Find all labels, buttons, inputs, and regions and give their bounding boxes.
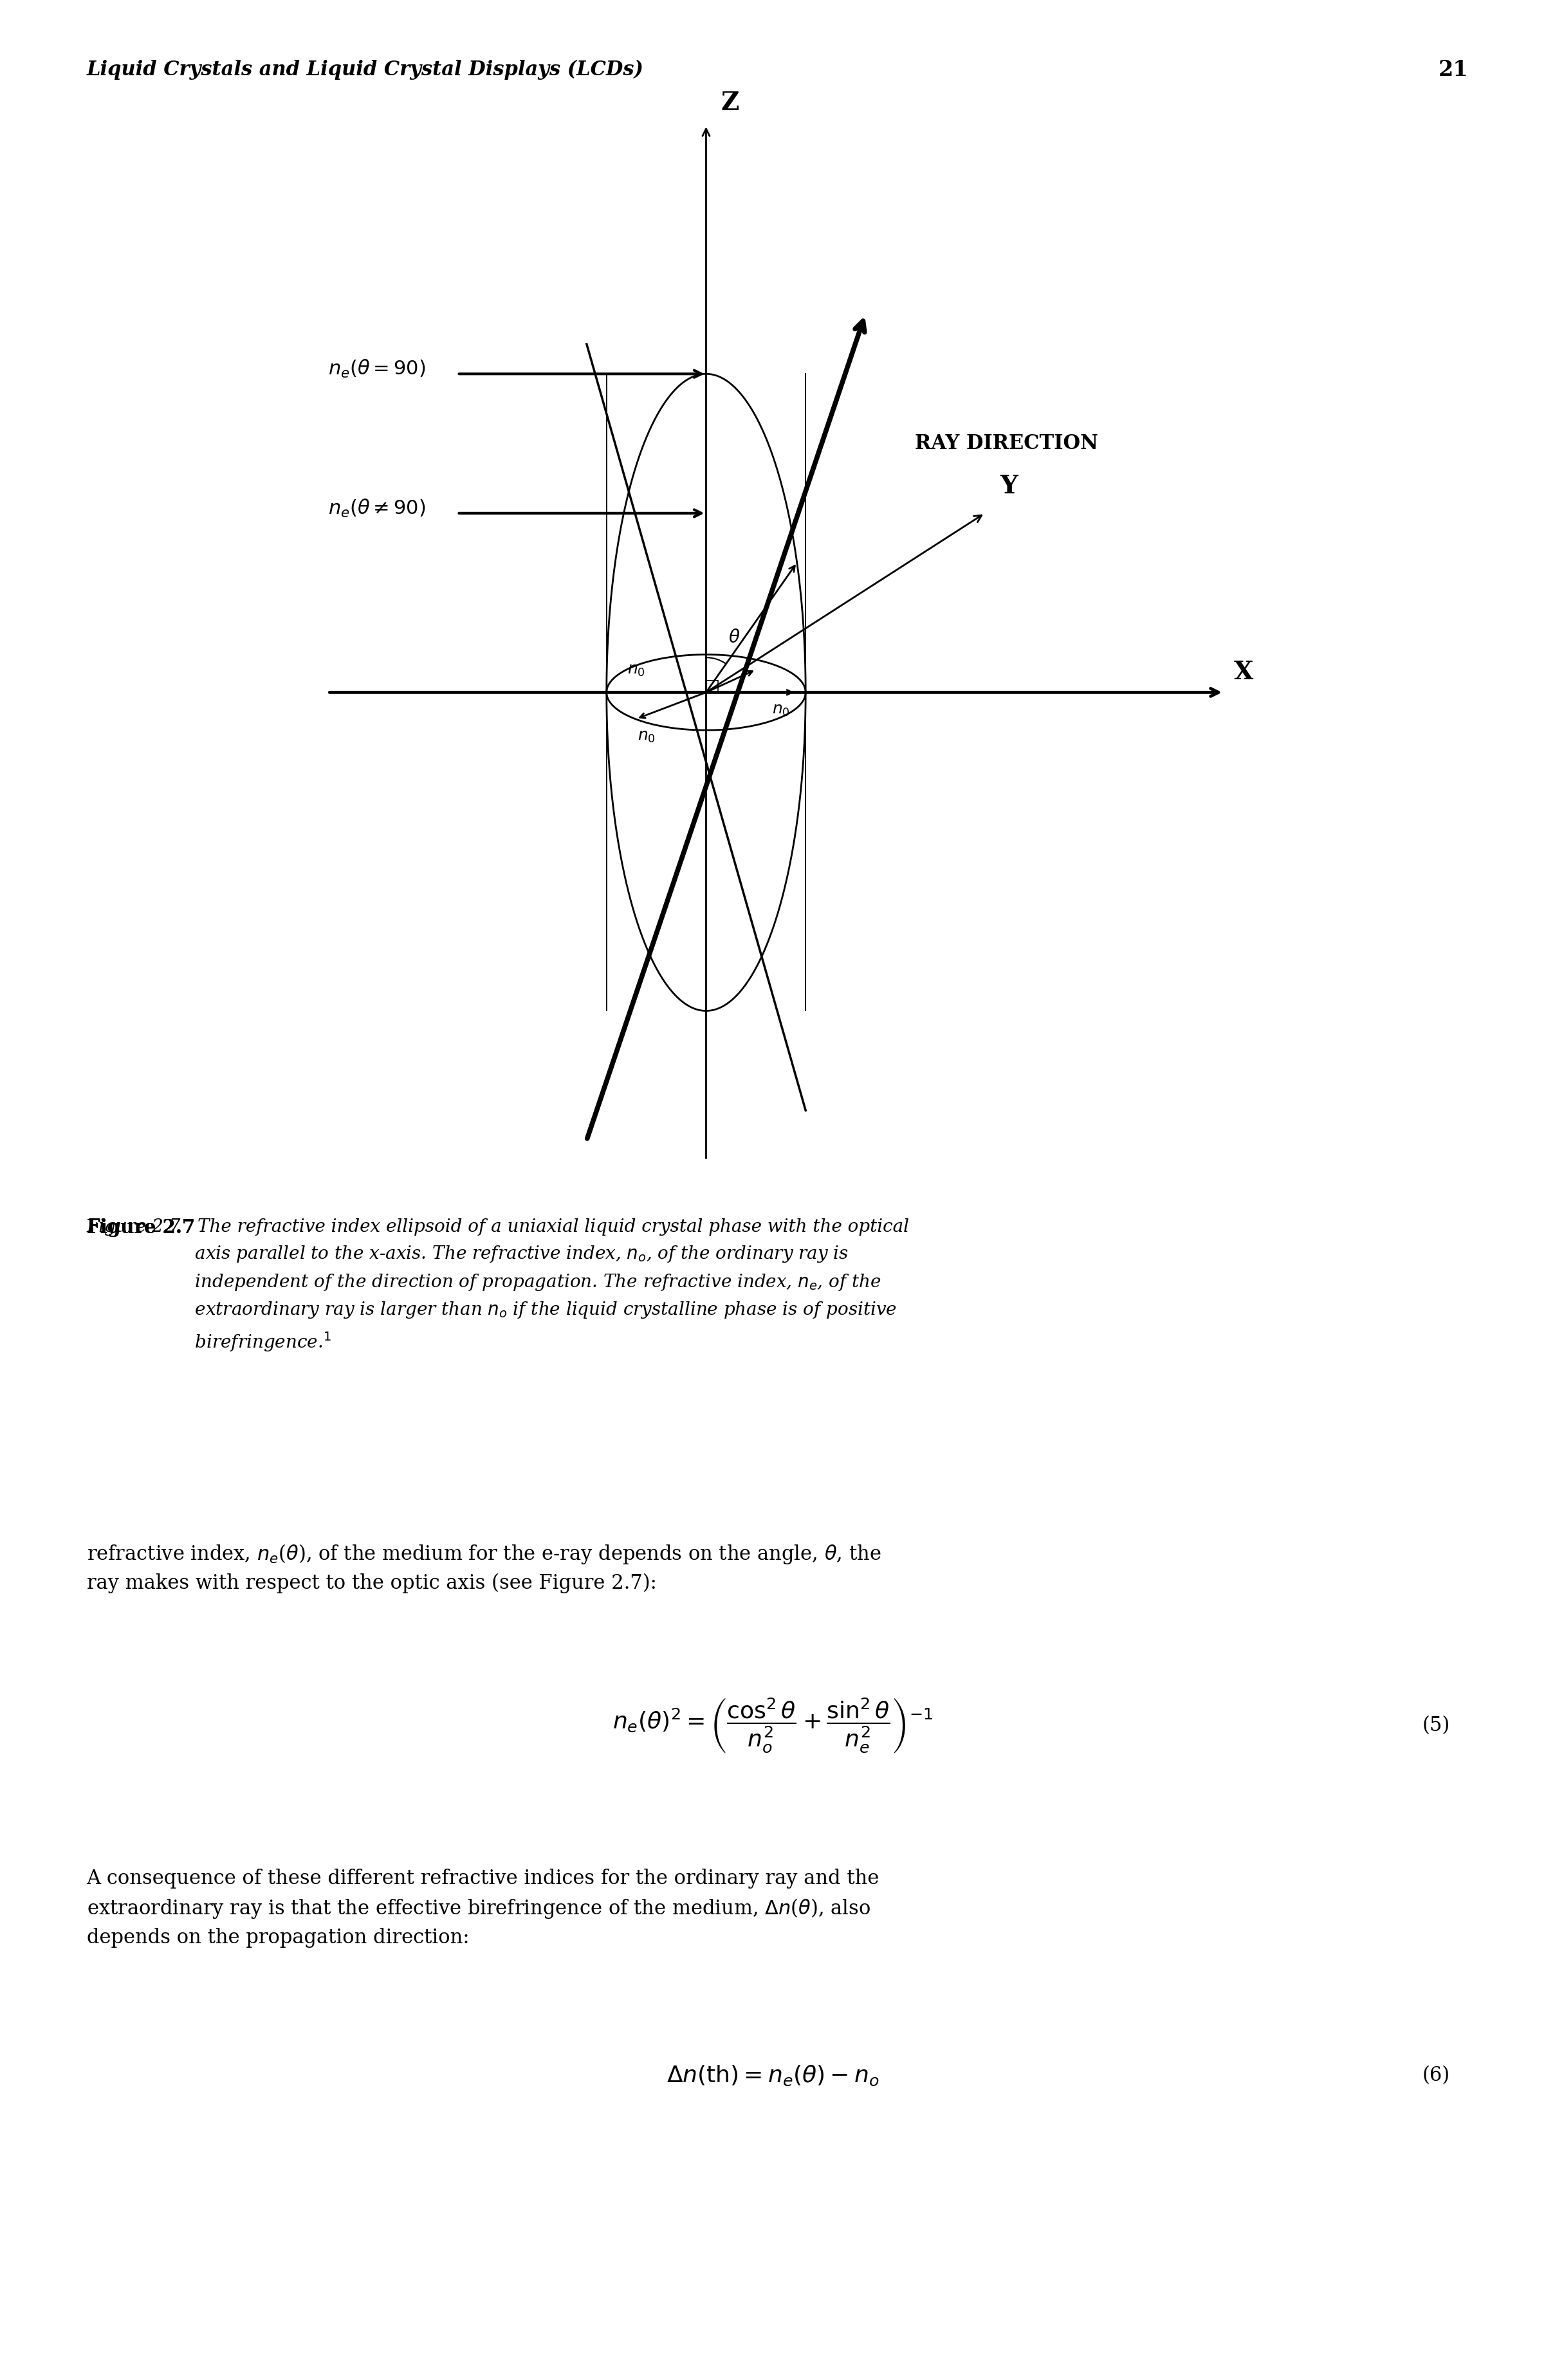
Text: Figure 2.7: Figure 2.7 <box>87 1219 195 1238</box>
Text: $n_e(\theta \neq 90)$: $n_e(\theta \neq 90)$ <box>328 497 425 519</box>
Text: $n_0$: $n_0$ <box>771 702 790 719</box>
Text: (6): (6) <box>1422 2066 1450 2085</box>
Text: X: X <box>1234 659 1254 685</box>
Text: $\Delta n(\mathrm{th}) = n_e(\theta)-n_o$: $\Delta n(\mathrm{th}) = n_e(\theta)-n_o… <box>666 2063 880 2087</box>
Text: Y: Y <box>1000 474 1017 497</box>
Text: Figure 2.7   The refractive index ellipsoid of a uniaxial liquid crystal phase w: Figure 2.7 The refractive index ellipsoi… <box>87 1219 909 1354</box>
Text: Liquid Crystals and Liquid Crystal Displays (LCDs): Liquid Crystals and Liquid Crystal Displ… <box>87 60 643 79</box>
Text: $n_0$: $n_0$ <box>637 731 656 745</box>
Text: $n_e(\theta = 90)$: $n_e(\theta = 90)$ <box>328 359 425 378</box>
Text: A consequence of these different refractive indices for the ordinary ray and the: A consequence of these different refract… <box>87 1868 880 1947</box>
Text: refractive index, $n_e$($\theta$), of the medium for the e-ray depends on the an: refractive index, $n_e$($\theta$), of th… <box>87 1542 881 1592</box>
Text: $n_0$: $n_0$ <box>628 664 645 678</box>
Text: $\theta$: $\theta$ <box>728 628 741 647</box>
Text: Figure 2.7: Figure 2.7 <box>87 1219 195 1238</box>
Text: $n_e(\theta)^2 = \left(\dfrac{\cos^2\theta}{n_o^2} + \dfrac{\sin^2\theta}{n_e^2}: $n_e(\theta)^2 = \left(\dfrac{\cos^2\the… <box>612 1697 934 1754</box>
Text: (5): (5) <box>1422 1716 1450 1735</box>
Text: Z: Z <box>720 90 739 114</box>
Text: 21: 21 <box>1439 60 1469 81</box>
Text: RAY DIRECTION: RAY DIRECTION <box>915 433 1098 455</box>
